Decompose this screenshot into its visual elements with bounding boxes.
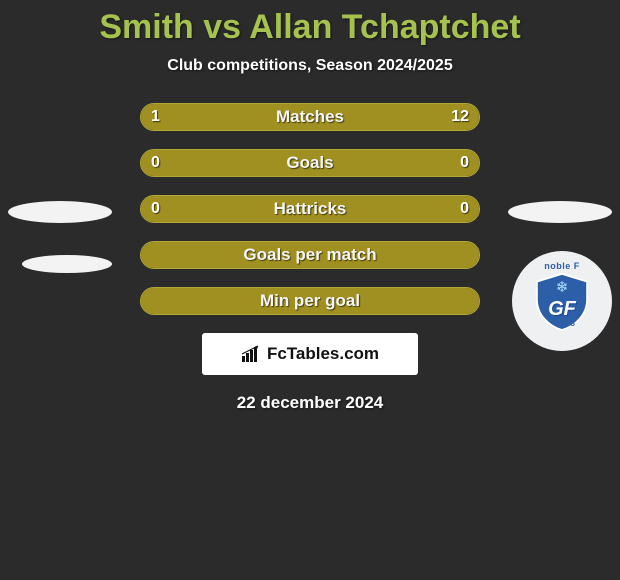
bar-label: Goals per match <box>243 245 376 265</box>
bar-label: Min per goal <box>260 291 360 311</box>
ellipse-placeholder <box>22 255 112 273</box>
branding-box: FcTables.com <box>202 333 418 375</box>
bar-chart-icon <box>241 345 263 363</box>
club-badge-number: 38 <box>566 319 575 328</box>
left-player-placeholders <box>8 201 112 273</box>
bar-value-right: 0 <box>460 154 469 172</box>
snapshot-date: 22 december 2024 <box>0 393 620 413</box>
club-badge-main-text: GF <box>548 298 576 321</box>
club-badge: noble F ❄ GF 38 <box>512 251 612 351</box>
bar-value-left: 0 <box>151 200 160 218</box>
stat-bar-row: 0 0 Hattricks <box>140 195 480 223</box>
ellipse-placeholder <box>508 201 612 223</box>
stat-bar-row: Goals per match <box>140 241 480 269</box>
bar-label: Matches <box>276 107 344 127</box>
bar-value-left: 0 <box>151 154 160 172</box>
snowflake-icon: ❄ <box>556 278 569 296</box>
bar-value-right: 12 <box>451 108 469 126</box>
bar-value-left: 1 <box>151 108 160 126</box>
page-subtitle: Club competitions, Season 2024/2025 <box>0 57 620 75</box>
bar-label: Goals <box>286 153 333 173</box>
stat-bar-row: 1 12 Matches <box>140 103 480 131</box>
bar-value-right: 0 <box>460 200 469 218</box>
stat-bar-row: 0 0 Goals <box>140 149 480 177</box>
club-shield-icon: ❄ GF 38 <box>531 270 593 332</box>
right-player-placeholders: noble F ❄ GF 38 <box>508 201 612 351</box>
ellipse-placeholder <box>8 201 112 223</box>
comparison-content: noble F ❄ GF 38 1 12 Matches 0 0 Goals 0 0 Hattr… <box>0 75 620 413</box>
page-title: Smith vs Allan Tchaptchet <box>0 0 620 47</box>
branding-text: FcTables.com <box>267 344 379 364</box>
bar-label: Hattricks <box>274 199 347 219</box>
stat-bar-row: Min per goal <box>140 287 480 315</box>
stat-bars: 1 12 Matches 0 0 Goals 0 0 Hattricks Goals per ma… <box>140 103 480 315</box>
